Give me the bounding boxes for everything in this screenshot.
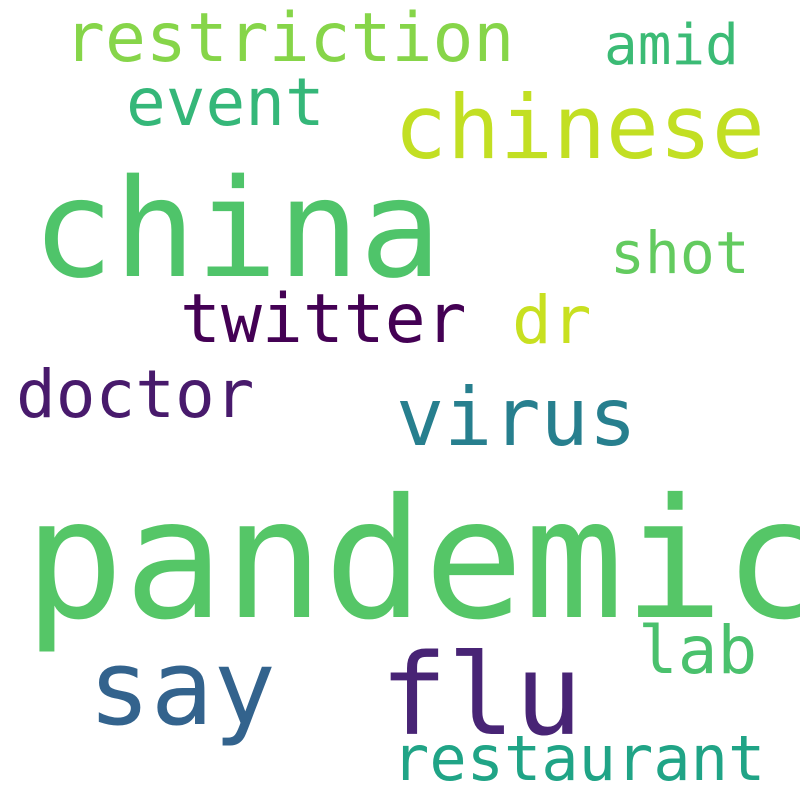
word-twitter: twitter (180, 280, 467, 359)
word-amid: amid (604, 13, 739, 78)
word-flu: flu (380, 631, 583, 761)
word-chinese: chinese (394, 76, 765, 179)
word-pandemic: pandemic (24, 464, 800, 657)
word-restriction: restriction (64, 0, 515, 78)
word-virus: virus (396, 371, 637, 464)
word-restaurant: restaurant (392, 722, 766, 795)
word-china: china (32, 151, 442, 309)
word-shot: shot (610, 219, 750, 287)
word-event: event (126, 64, 325, 141)
word-say: say (88, 627, 276, 749)
word-dr: dr (512, 282, 592, 359)
word-lab: lab (638, 612, 758, 689)
word-doctor: doctor (16, 356, 255, 433)
